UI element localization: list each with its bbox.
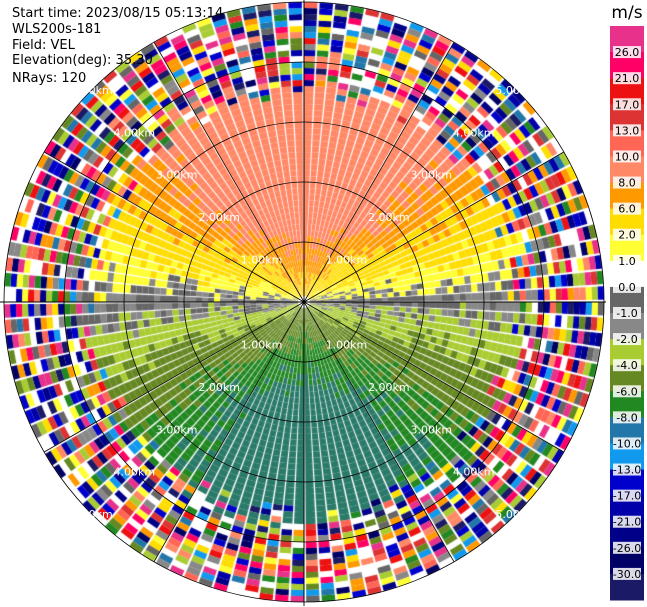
range-ring-label: 5.00km (495, 84, 537, 97)
colorbar-tick-bg (613, 228, 641, 241)
colorbar-tick-label: -4.0 (616, 359, 637, 372)
range-ring-label: 4.00km (114, 126, 156, 139)
range-ring-label: 3.00km (156, 169, 198, 182)
colorbar-tick-label: -6.0 (616, 385, 637, 398)
colorbar-tick-bg (613, 46, 641, 59)
colorbar-tick-bg (613, 98, 641, 111)
colorbar-tick-label: -26.0 (613, 542, 641, 555)
range-ring-label: 3.00km (156, 423, 198, 436)
colorbar-tick-bg (613, 385, 641, 398)
range-ring-label: 1.00km (241, 254, 283, 267)
colorbar-tick-bg (613, 463, 641, 476)
range-ring-label: 2.00km (198, 381, 240, 394)
colorbar-tick-bg (613, 176, 641, 189)
colorbar-tick-label: -1.0 (616, 307, 637, 320)
colorbar-tick-bg (613, 541, 641, 554)
azimuth-spoke (43, 151, 305, 303)
colorbar-tick-label: -17.0 (613, 490, 641, 503)
range-ring-label: 1.00km (241, 338, 283, 351)
range-ring-label: 3.00km (410, 423, 452, 436)
colorbar-tick-bg (613, 202, 641, 215)
colorbar-tick-label: 10.0 (615, 150, 640, 163)
colorbar-tick-bg (613, 489, 641, 502)
colorbar-tick-bg (613, 124, 641, 137)
colorbar-tick-bg (613, 437, 641, 450)
azimuth-spoke (153, 301, 305, 563)
colorbar-tick-label: -13.0 (613, 464, 641, 477)
range-ring-label: 4.00km (453, 466, 495, 479)
colorbar-tick-bg (613, 333, 641, 346)
range-ring-label: 2.00km (198, 211, 240, 224)
colorbar-tick-bg (613, 307, 641, 319)
range-ring-label: 3.00km (410, 169, 452, 182)
range-ring-label: 5.00km (71, 508, 113, 521)
colorbar-tick-label: -10.0 (613, 437, 641, 450)
colorbar-tick-bg (613, 72, 641, 85)
colorbar-tick-label: 1.0 (618, 255, 636, 268)
colorbar-tick-bg (613, 359, 641, 372)
nrays-label: NRays: 120 (12, 71, 87, 86)
colorbar-tick-label: -30.0 (613, 568, 641, 581)
colorbar-tick-bg (613, 280, 641, 293)
colorbar-tick-bg (613, 254, 641, 267)
range-ring-label: 5.00km (71, 84, 113, 97)
colorbar-tick-label: 17.0 (615, 98, 640, 111)
range-ring-label: 1.00km (326, 254, 368, 267)
colorbar-tick-label: 8.0 (618, 177, 636, 190)
azimuth-spoke (303, 301, 565, 453)
colorbar-tick-label: 6.0 (618, 203, 636, 216)
elevation-label: Elevation(deg): 35.30 (12, 53, 153, 68)
colorbar-tick-label: 0.0 (618, 281, 636, 294)
azimuth-spoke (303, 151, 565, 303)
colorbar-tick-bg (613, 411, 641, 424)
colorbar-tick-label: 26.0 (615, 46, 640, 59)
range-ring-label: 2.00km (368, 211, 410, 224)
colorbar-tick-label: -21.0 (613, 516, 641, 529)
colorbar-tick-label: 2.0 (618, 229, 636, 242)
field-label: Field: VEL (12, 38, 75, 53)
colorbar-tick-label: 21.0 (615, 72, 640, 85)
range-ring-label: 2.00km (368, 381, 410, 394)
colorbar-tick-label: -8.0 (616, 411, 637, 424)
range-ring-label: 1.00km (326, 338, 368, 351)
azimuth-spoke (303, 41, 455, 303)
start-time-label: Start time: 2023/08/15 05:13:14 (12, 6, 224, 21)
colorbar-tick-bg (613, 567, 641, 580)
colorbar-tick-label: -2.0 (616, 333, 637, 346)
colorbar-tick-bg (613, 515, 641, 528)
range-ring-label: 5.00km (495, 508, 537, 521)
azimuth-spoke (303, 301, 455, 563)
colorbar-tick-bg (613, 150, 641, 163)
colorbar-tick-label: 13.0 (615, 124, 640, 137)
instrument-label: WLS200s-181 (12, 22, 102, 37)
range-ring-label: 4.00km (114, 466, 156, 479)
range-ring-label: 4.00km (453, 126, 495, 139)
azimuth-spoke (153, 41, 305, 303)
colorbar-title: m/s (611, 3, 642, 23)
azimuth-spoke (43, 301, 305, 453)
